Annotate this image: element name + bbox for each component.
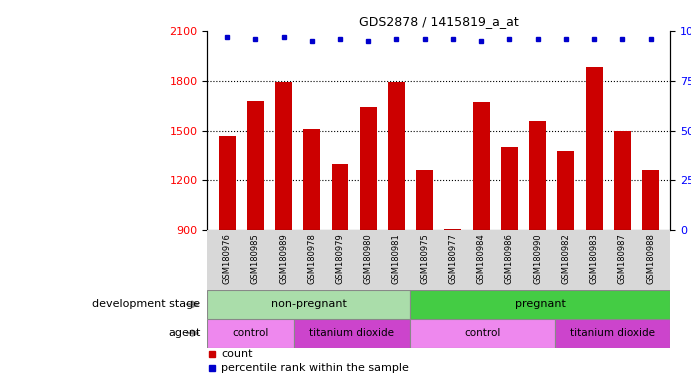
Text: count: count (221, 349, 253, 359)
Text: GSM180984: GSM180984 (477, 233, 486, 284)
Bar (303, 129, 320, 230)
Text: GSM180990: GSM180990 (533, 233, 542, 284)
Bar (275, 82, 292, 230)
Bar (247, 101, 264, 230)
Text: GSM180976: GSM180976 (223, 233, 231, 284)
Text: GSM180988: GSM180988 (646, 233, 655, 284)
Text: GSM180985: GSM180985 (251, 233, 260, 284)
Title: GDS2878 / 1415819_a_at: GDS2878 / 1415819_a_at (359, 15, 519, 28)
Bar (529, 121, 546, 230)
Bar (207, 290, 410, 319)
Text: GSM180989: GSM180989 (279, 233, 288, 284)
Bar (554, 319, 670, 348)
Bar (585, 67, 603, 230)
Bar (614, 131, 631, 230)
Bar (501, 147, 518, 230)
Text: GSM180987: GSM180987 (618, 233, 627, 284)
Bar (410, 290, 670, 319)
Bar (410, 319, 554, 348)
Bar (332, 164, 348, 230)
Bar (218, 136, 236, 230)
Text: control: control (232, 328, 269, 338)
Bar (207, 319, 294, 348)
Text: GSM180978: GSM180978 (307, 233, 316, 284)
Text: agent: agent (168, 328, 200, 338)
Text: GSM180982: GSM180982 (561, 233, 570, 284)
Bar (558, 151, 574, 230)
Text: titanium dioxide: titanium dioxide (570, 328, 655, 338)
Text: pregnant: pregnant (515, 299, 565, 310)
Text: GSM180979: GSM180979 (335, 233, 345, 284)
Text: GSM180977: GSM180977 (448, 233, 457, 284)
Text: percentile rank within the sample: percentile rank within the sample (221, 362, 409, 373)
Text: GSM180983: GSM180983 (589, 233, 598, 284)
Text: non-pregnant: non-pregnant (271, 299, 346, 310)
Text: GSM180981: GSM180981 (392, 233, 401, 284)
Text: GSM180980: GSM180980 (363, 233, 372, 284)
Text: titanium dioxide: titanium dioxide (310, 328, 395, 338)
Bar (444, 229, 462, 230)
Text: control: control (464, 328, 500, 338)
Bar (360, 107, 377, 230)
Text: development stage: development stage (93, 299, 200, 310)
Bar (416, 170, 433, 230)
Bar (642, 170, 659, 230)
Text: GSM180975: GSM180975 (420, 233, 429, 284)
Text: GSM180986: GSM180986 (505, 233, 514, 284)
Bar (388, 82, 405, 230)
Bar (473, 102, 490, 230)
Bar (294, 319, 410, 348)
